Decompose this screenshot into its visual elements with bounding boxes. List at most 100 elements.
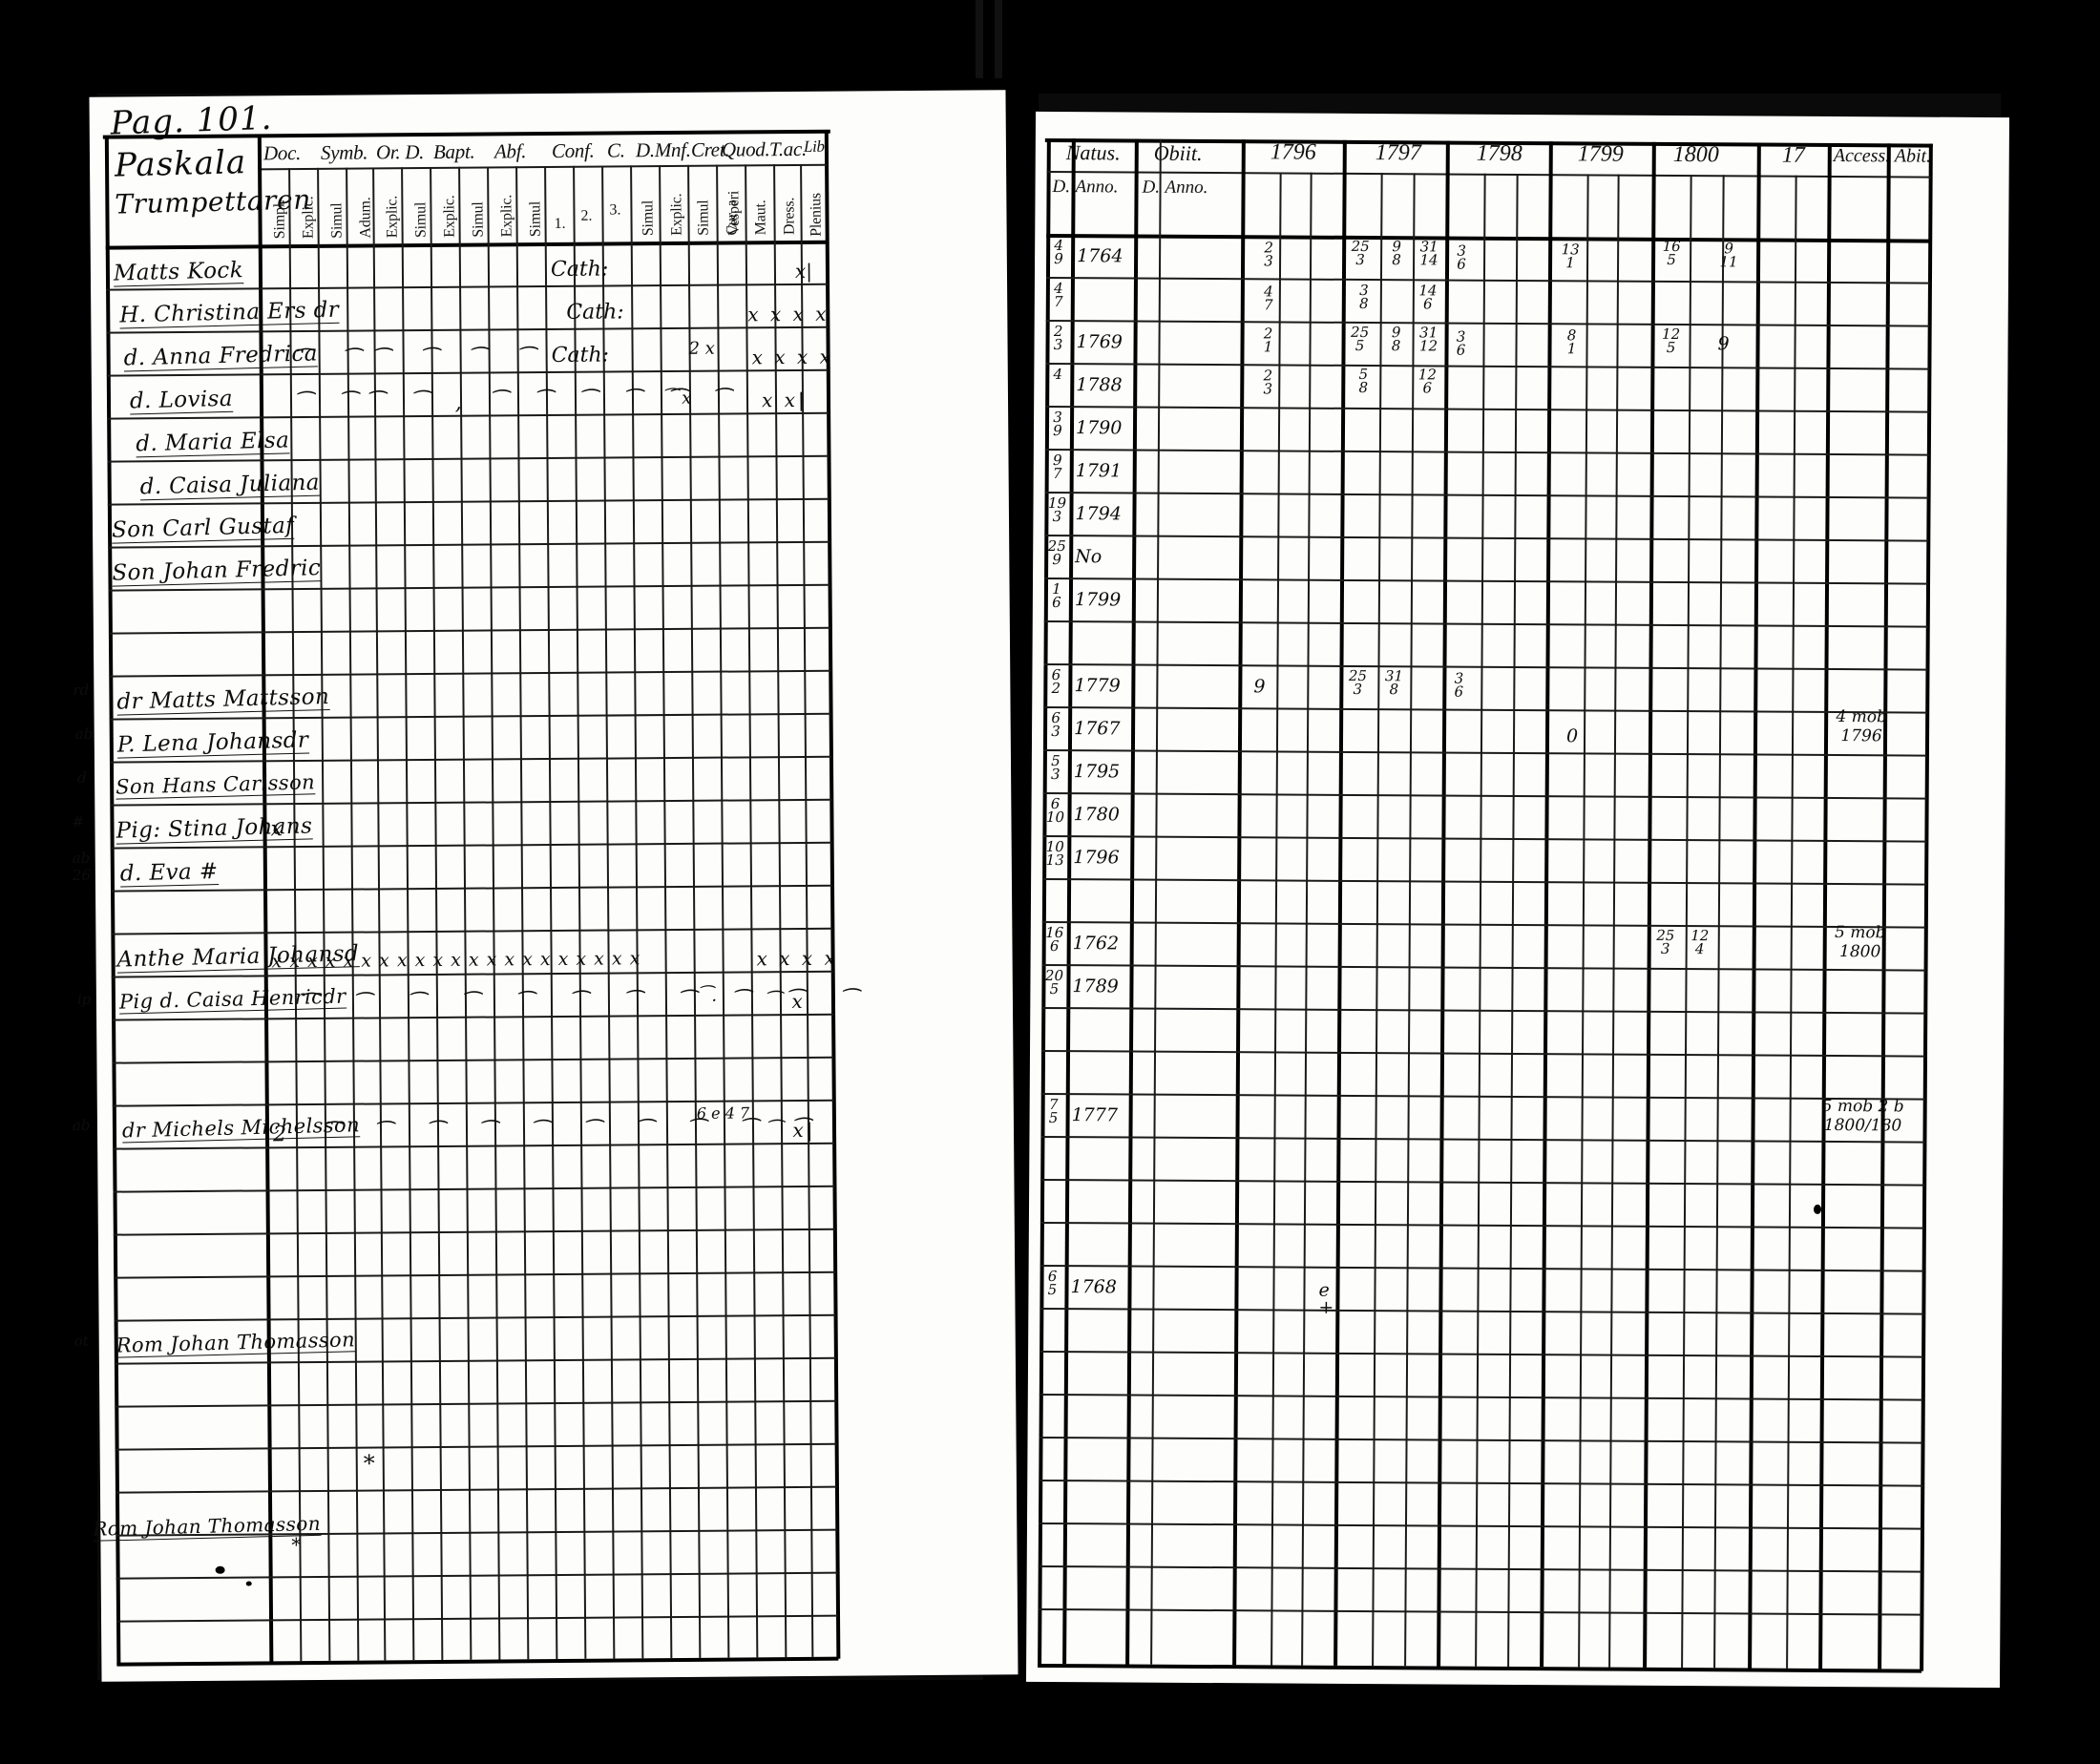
- birth-year: 1769: [1076, 331, 1123, 353]
- scan-border-bottom: [0, 1680, 2100, 1764]
- birth-year: 1788: [1076, 374, 1123, 396]
- list-item: d. Eva #: [119, 858, 219, 888]
- r-header-1799: 1799: [1577, 141, 1624, 167]
- attendance-mark: 13 1: [1561, 241, 1580, 272]
- tick-marks: x x|: [761, 388, 808, 412]
- group-header-doc: Doc.: [262, 141, 302, 165]
- margin-note: ab: [72, 1116, 91, 1134]
- access-note: 4 mob 1796: [1836, 707, 1887, 746]
- birth-year: 1799: [1074, 589, 1122, 611]
- r-col-divider-obiit-start: [1125, 138, 1139, 1665]
- birth-year: 1777: [1071, 1104, 1119, 1126]
- r-col-divider-access: [1818, 142, 1832, 1669]
- attendance-mark: 9: [1717, 333, 1730, 355]
- conf-note: Cath:: [566, 300, 624, 325]
- r-header-access: Access.: [1833, 145, 1891, 167]
- list-item: d. Caisa Juliana: [139, 470, 321, 501]
- birth-year: 1789: [1072, 976, 1119, 998]
- list-item: dr Matts Mattsson: [116, 683, 330, 716]
- list-item: Rom Johan Thomasson: [116, 1328, 356, 1358]
- list-item: Son Johan Fredric: [112, 556, 322, 587]
- birth-day: 19 3: [1047, 494, 1067, 526]
- sub-label-adum: Adum.: [357, 197, 374, 239]
- birth-day: 10 13: [1045, 837, 1064, 870]
- birth-day: 16 6: [1045, 923, 1064, 956]
- birth-day: 20 5: [1044, 966, 1064, 998]
- birth-year: 1768: [1070, 1276, 1117, 1298]
- margin-note: 26: [72, 866, 92, 884]
- list-item: Son Hans Carlsson: [115, 770, 316, 800]
- stray-mark: 0: [1565, 725, 1579, 747]
- attendance-mark: 12 6: [1418, 366, 1437, 397]
- attendance-mark: 16 5: [1662, 237, 1681, 269]
- table-left-border: [104, 136, 121, 1665]
- row-extra-note: ⁀ x: [662, 388, 692, 410]
- ink-speck: [245, 1581, 252, 1586]
- row-marks: x: [270, 817, 284, 842]
- ink-speck: [1813, 1204, 1822, 1214]
- tick-marks: x|: [794, 259, 813, 283]
- row-marks: x x x x x x x x x x x x x x x x x x x x …: [271, 948, 641, 973]
- birth-day: 4: [1053, 366, 1063, 384]
- birth-year: 1780: [1073, 804, 1120, 826]
- r-col-divider-17: [1748, 142, 1761, 1669]
- group-header-c: C.: [606, 138, 625, 162]
- birth-year: 1796: [1073, 847, 1120, 869]
- tick-marks: x x x x: [751, 345, 833, 369]
- margin-note: ab: [72, 849, 91, 867]
- r-col-divider-1797: [1334, 139, 1347, 1666]
- r-col-divider-1798c: [1507, 173, 1519, 1667]
- row-extra-note: 6 e 4 7: [696, 1103, 750, 1123]
- list-item: Matts Kock: [113, 258, 244, 287]
- r-col-divider-1799: [1540, 141, 1553, 1668]
- sub-label-explic-5: Explic.: [668, 193, 685, 237]
- row-mark-bottom: ⁎: [363, 1442, 375, 1470]
- list-item: d. Maria Elsa: [136, 428, 290, 458]
- birth-year: 1762: [1072, 933, 1120, 955]
- sub-label-conf-3: 3.: [609, 201, 621, 219]
- row-marks: 2 ⁀ ⁀ ⁀ ⁀ ⁀ ⁀ ⁀ ⁀ ⁀ ⁀: [272, 1118, 823, 1147]
- sub-label-simpl-1: Simpl.: [271, 200, 288, 240]
- sub-label-simul-5: Simul: [640, 200, 657, 237]
- group-header-tac: T.ac.: [768, 136, 807, 161]
- sub-label-simul-1: Simul: [328, 202, 346, 239]
- row-extra-note: 2 x: [688, 338, 715, 359]
- group-header-abf: Abf.: [494, 139, 527, 163]
- list-item: H. Christina Ers dr: [118, 297, 340, 329]
- r-header-1798: 1798: [1476, 140, 1522, 167]
- r-header-1797: 1797: [1375, 140, 1421, 166]
- sub-label-simul-6: Simul: [695, 200, 712, 236]
- attendance-mark: 9: [1253, 676, 1266, 698]
- birth-year: 1794: [1075, 503, 1122, 525]
- tick-marks: x x x x: [756, 946, 838, 971]
- table-bottom-rule: [116, 1656, 839, 1667]
- r-col-divider-1796: [1232, 139, 1246, 1666]
- r-col-divider-1798b: [1475, 173, 1486, 1667]
- margin-note: ot: [74, 1332, 89, 1350]
- list-item: P. Lena Johansdr: [116, 727, 309, 759]
- margin-note: d: [77, 768, 87, 787]
- r-col-divider-obiit-mid: [1150, 138, 1162, 1665]
- left-page: Pag. 101. Paskala Trumpettaren: [72, 90, 1018, 1682]
- header-bottom-rule: [105, 240, 828, 250]
- row-extra-note: ⁀.: [697, 985, 718, 1006]
- conf-note: Cath:: [550, 257, 609, 283]
- right-page: Natus. Obiit. 1796 1797 1798 1799 1800 1…: [1025, 111, 2010, 1689]
- list-item: Son Carl Gustaf: [111, 513, 295, 544]
- group-header-bapt: Bapt.: [432, 139, 475, 163]
- margin-note: ab: [74, 724, 94, 743]
- group-header-quod: Quod.: [721, 137, 770, 161]
- r-col-divider-1799b: [1578, 174, 1589, 1668]
- r-col-divider-1796c: [1301, 172, 1312, 1666]
